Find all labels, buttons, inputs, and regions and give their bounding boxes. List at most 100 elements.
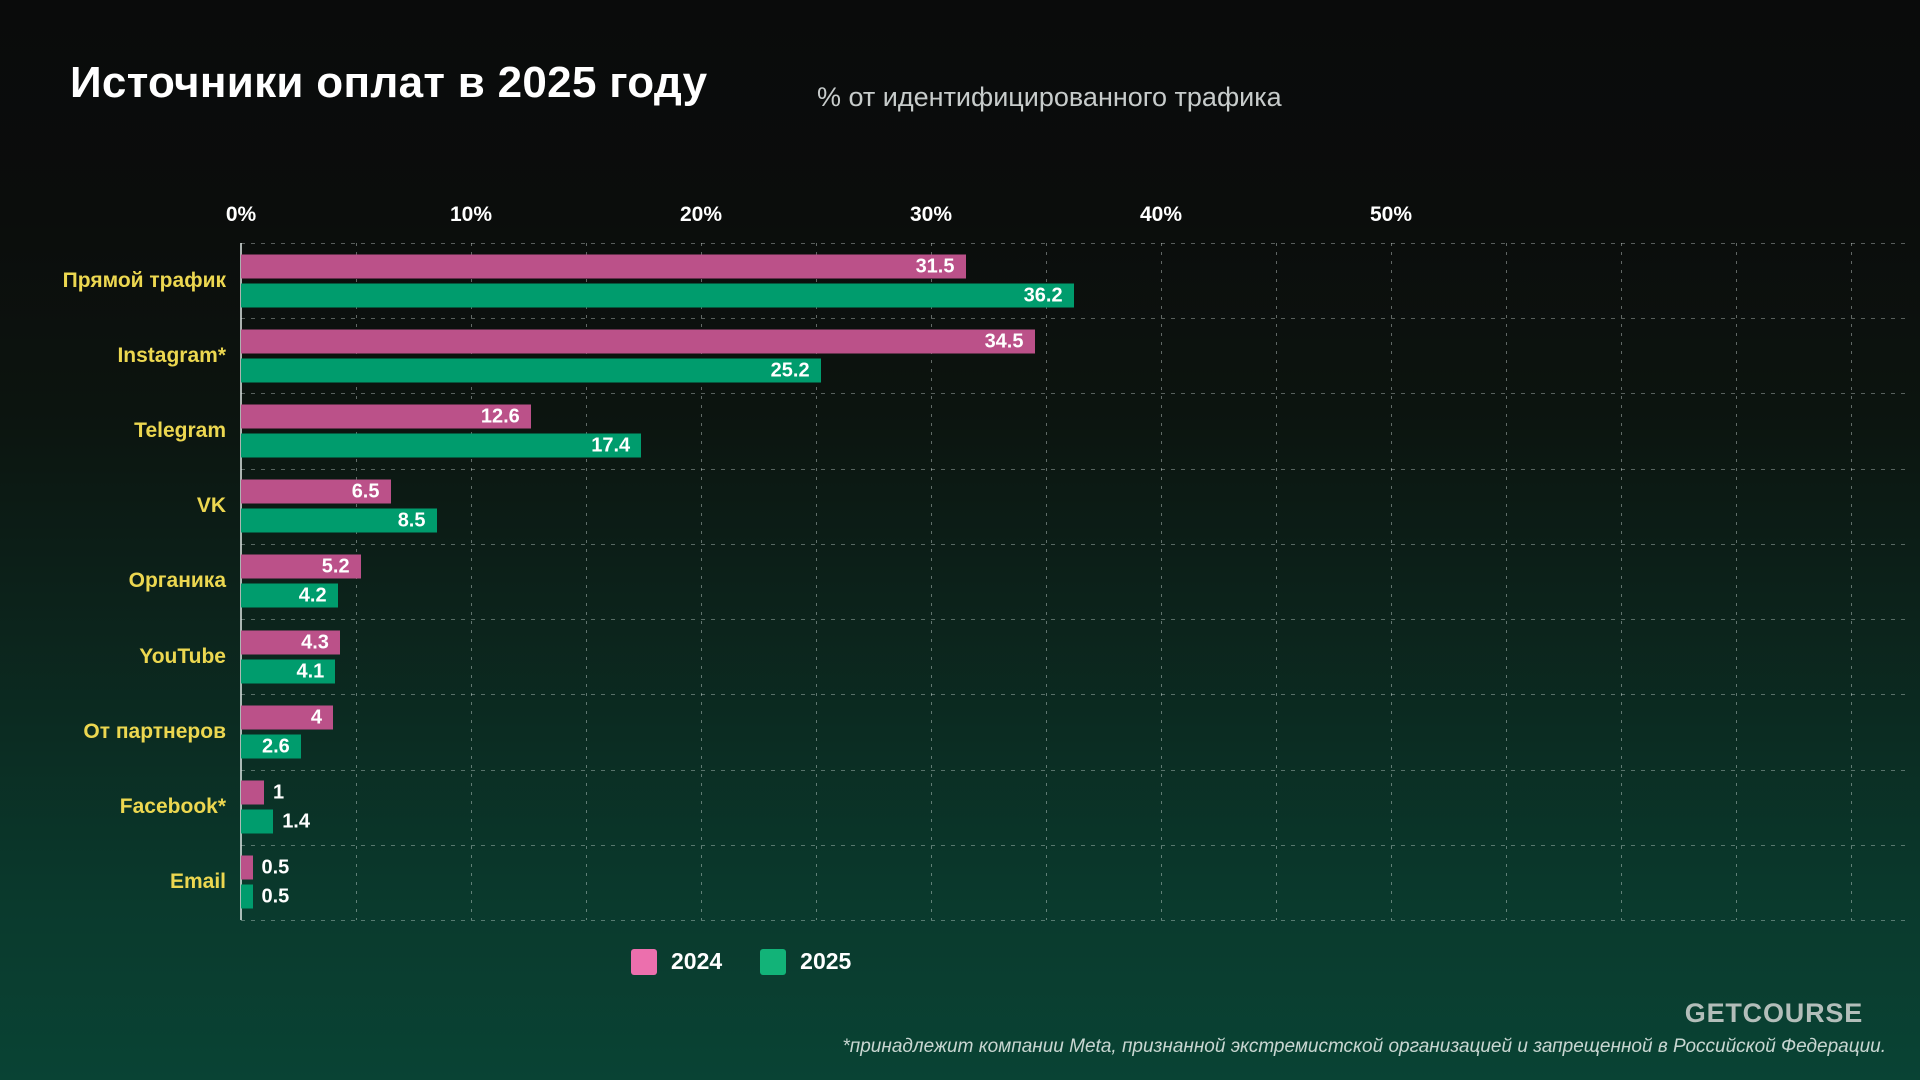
bar-2025: 2.6 [241, 734, 301, 759]
chart-subtitle: % от идентифицированного трафика [817, 82, 1282, 112]
x-tick-label: 50% [1369, 203, 1413, 226]
value-label: 12.6 [480, 405, 520, 428]
value-label: 0.5 [261, 856, 290, 879]
value-label: 1 [273, 781, 285, 804]
bar-group: 0.5 0.5 [241, 855, 290, 909]
grid [241, 243, 1907, 921]
bar-group: 5.2 4.2 [241, 554, 361, 608]
grid-line-vertical [1391, 243, 1392, 920]
legend-label: 2025 [800, 948, 852, 974]
chart-row: Прямой трафик 31.5 36.2 [0, 243, 1920, 318]
x-tick-label: 40% [1139, 203, 1183, 226]
legend-label: 2024 [671, 948, 723, 974]
bar-group: 34.5 25.2 [241, 329, 1035, 383]
value-label: 5.2 [321, 555, 350, 578]
legend-swatch [631, 948, 657, 975]
bar-2025: 17.4 [241, 433, 642, 458]
bar-2024: 34.5 [241, 329, 1035, 354]
grid-line-horizontal [241, 469, 1907, 470]
category-label: От партнеров [83, 719, 226, 743]
bar-2024: 31.5 [241, 254, 966, 279]
bar-2024: 5.2 [241, 554, 361, 579]
category-label: Telegram [134, 419, 226, 443]
chart-row: Email 0.5 0.5 [0, 845, 1920, 920]
grid-line-horizontal [241, 619, 1907, 620]
category-label: Facebook* [119, 795, 226, 819]
bar-2025: 8.5 [241, 508, 437, 533]
bar-2024: 6.5 [241, 479, 391, 504]
bar-group: 6.5 8.5 [241, 479, 437, 533]
y-axis-line [240, 243, 242, 920]
value-label: 31.5 [915, 255, 955, 278]
chart-row: От партнеров 4 2.6 [0, 694, 1920, 769]
chart-row: YouTube 4.3 4.1 [0, 619, 1920, 694]
chart-row: Органика 5.2 4.2 [0, 544, 1920, 619]
x-tick-label: 0% [225, 203, 257, 226]
value-label: 25.2 [770, 359, 810, 382]
category-label: VK [196, 494, 226, 518]
value-label: 4.1 [296, 660, 325, 683]
category-label: YouTube [139, 644, 226, 668]
grid-line-vertical [1506, 243, 1507, 920]
grid-line-horizontal [241, 845, 1907, 846]
bar-group: 1 1.4 [241, 780, 310, 834]
bar-2024: 12.6 [241, 404, 531, 429]
grid-line-horizontal [241, 694, 1907, 695]
grid-line-horizontal [241, 770, 1907, 771]
grid-line-vertical [471, 243, 472, 920]
bar-2025 [241, 809, 274, 834]
chart-row: Facebook* 1 1.4 [0, 770, 1920, 845]
chart-row: Instagram* 34.5 25.2 [0, 318, 1920, 393]
bar-2024: 4 [241, 705, 333, 730]
value-label: 36.2 [1023, 284, 1063, 307]
value-label: 34.5 [984, 330, 1024, 353]
grid-line-horizontal [241, 920, 1907, 921]
chart-title: Источники оплат в 2025 году [70, 58, 708, 107]
category-label: Органика [128, 569, 226, 593]
bar-2025: 36.2 [241, 283, 1074, 308]
grid-line-vertical [1161, 243, 1162, 920]
grid-line-vertical [1621, 243, 1622, 920]
chart-row: VK 6.5 8.5 [0, 469, 1920, 544]
value-label: 4.3 [301, 631, 329, 654]
value-label: 4.2 [298, 584, 327, 607]
bar-2025: 4.2 [241, 583, 338, 608]
category-label: Email [169, 870, 226, 894]
grid-line-vertical [1046, 243, 1047, 920]
bar-2024: 4.3 [241, 630, 340, 655]
grid-line-vertical [586, 243, 587, 920]
value-label: 6.5 [351, 480, 380, 503]
value-label: 4 [310, 706, 322, 729]
grid-line-vertical [931, 243, 932, 920]
bar-group: 4 2.6 [241, 705, 333, 759]
legend: 2024 2025 [631, 948, 851, 975]
grid-line-horizontal [241, 544, 1907, 545]
bar-2024 [241, 780, 264, 805]
grid-line-vertical [701, 243, 702, 920]
meta-disclaimer: *принадлежит компании Meta, признанной э… [842, 1036, 1886, 1057]
grid-line-vertical [1736, 243, 1737, 920]
legend-swatch [760, 948, 787, 975]
value-label: 2.6 [261, 735, 290, 758]
value-label: 1.4 [282, 810, 310, 833]
chart-row: Telegram 12.6 17.4 [0, 393, 1920, 468]
x-tick-label: 30% [909, 203, 953, 226]
chart-rows: Прямой трафик 31.5 36.2 Instagram* 34.5 25.2 T… [0, 243, 1920, 920]
x-tick-label: 10% [449, 203, 493, 226]
bar-group: 31.5 36.2 [241, 254, 1074, 308]
category-label: Instagram* [117, 343, 226, 367]
bar-2025: 4.1 [241, 659, 336, 684]
grid-line-vertical [1276, 243, 1277, 920]
grid-line-vertical [816, 243, 817, 920]
bar-2024 [241, 855, 253, 880]
value-label: 8.5 [397, 509, 426, 532]
grid-line-vertical [356, 243, 357, 920]
grid-line-horizontal [241, 243, 1907, 244]
bar-group: 4.3 4.1 [241, 630, 340, 684]
value-label: 0.5 [261, 885, 290, 908]
grid-line-horizontal [241, 318, 1907, 319]
getcourse-logo: GETCOURSE [1684, 998, 1863, 1028]
bar-group: 12.6 17.4 [241, 404, 642, 458]
x-tick-label: 20% [679, 203, 723, 226]
